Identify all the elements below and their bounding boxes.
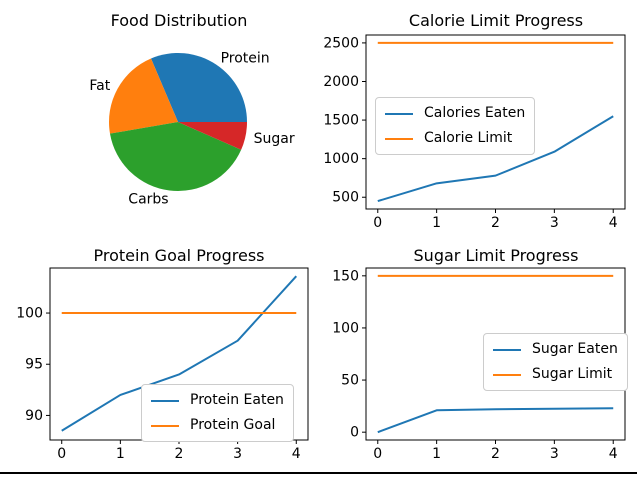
carbs-slice-label: Carbs <box>128 192 168 208</box>
y-tick-label: 100 <box>16 306 43 322</box>
protein-chart-title: Protein Goal Progress <box>93 246 265 265</box>
y-tick-label: 50 <box>341 373 359 389</box>
calorie-chart-title: Calorie Limit Progress <box>408 11 584 30</box>
legend-label: Calorie Limit <box>424 130 513 146</box>
x-tick-label: 4 <box>609 215 618 231</box>
protein-eaten-line <box>61 275 298 432</box>
y-tick-label: 1500 <box>323 113 359 129</box>
x-tick-label: 3 <box>233 446 242 462</box>
y-tick-label: 100 <box>332 320 359 336</box>
y-tick-label: 500 <box>332 190 359 206</box>
legend-entry-sugar-eaten: Sugar Eaten <box>493 341 618 358</box>
legend-label: Sugar Eaten <box>532 341 618 357</box>
sugar-eaten-line <box>377 407 614 434</box>
x-tick-label: 1 <box>432 446 441 462</box>
x-tick-label: 4 <box>292 446 301 462</box>
x-tick-label: 3 <box>550 446 559 462</box>
x-tick-label: 1 <box>116 446 125 462</box>
fat-slice-label: Fat <box>89 78 110 94</box>
y-tick-label: 2500 <box>323 35 359 51</box>
x-tick-label: 0 <box>373 215 382 231</box>
carbs-slice <box>109 122 242 191</box>
x-tick-label: 2 <box>491 215 500 231</box>
legend-line-sample <box>385 112 413 115</box>
calories-eaten-line <box>377 115 614 203</box>
y-tick-label: 0 <box>350 425 359 441</box>
legend-line-sample <box>493 348 521 351</box>
sugar-slice <box>178 122 247 150</box>
y-tick-label: 1000 <box>323 151 359 167</box>
protein-slice-label: Protein <box>221 50 270 66</box>
sugar-slice-label: Sugar <box>254 131 295 147</box>
protein-chart-legend: Protein Eaten Protein Goal <box>141 384 294 442</box>
y-tick-label: 90 <box>25 408 43 424</box>
sugar-chart-title: Sugar Limit Progress <box>413 246 579 265</box>
pie-chart-title: Food Distribution <box>110 11 248 30</box>
y-tick-label: 95 <box>25 357 43 373</box>
calorie-chart-legend: Calories Eaten Calorie Limit <box>375 97 536 155</box>
legend-label: Sugar Limit <box>532 366 613 382</box>
protein-slice <box>151 52 247 122</box>
x-tick-label: 0 <box>57 446 66 462</box>
legend-line-sample <box>385 137 413 140</box>
legend-line-sample <box>151 424 179 427</box>
x-tick-label: 1 <box>432 215 441 231</box>
x-tick-label: 0 <box>373 446 382 462</box>
legend-line-sample <box>151 399 179 402</box>
legend-entry-sugar-limit: Sugar Limit <box>493 366 618 383</box>
y-tick-label: 150 <box>332 268 359 284</box>
legend-entry-protein-eaten: Protein Eaten <box>151 392 284 409</box>
legend-line-sample <box>493 373 521 376</box>
y-tick-label: 2000 <box>323 74 359 90</box>
x-tick-label: 2 <box>491 446 500 462</box>
legend-label: Calories Eaten <box>424 105 526 121</box>
fat-slice <box>108 58 178 134</box>
legend-label: Protein Eaten <box>190 392 284 408</box>
sugar-chart-legend: Sugar Eaten Sugar Limit <box>483 333 628 391</box>
x-tick-label: 4 <box>609 446 618 462</box>
x-tick-label: 2 <box>175 446 184 462</box>
x-tick-label: 3 <box>550 215 559 231</box>
legend-label: Protein Goal <box>190 417 276 433</box>
legend-entry-protein-goal: Protein Goal <box>151 417 284 434</box>
legend-entry-calorie-limit: Calorie Limit <box>385 130 525 147</box>
legend-entry-calories-eaten: Calories Eaten <box>385 105 525 122</box>
window-bottom-edge <box>0 472 637 474</box>
